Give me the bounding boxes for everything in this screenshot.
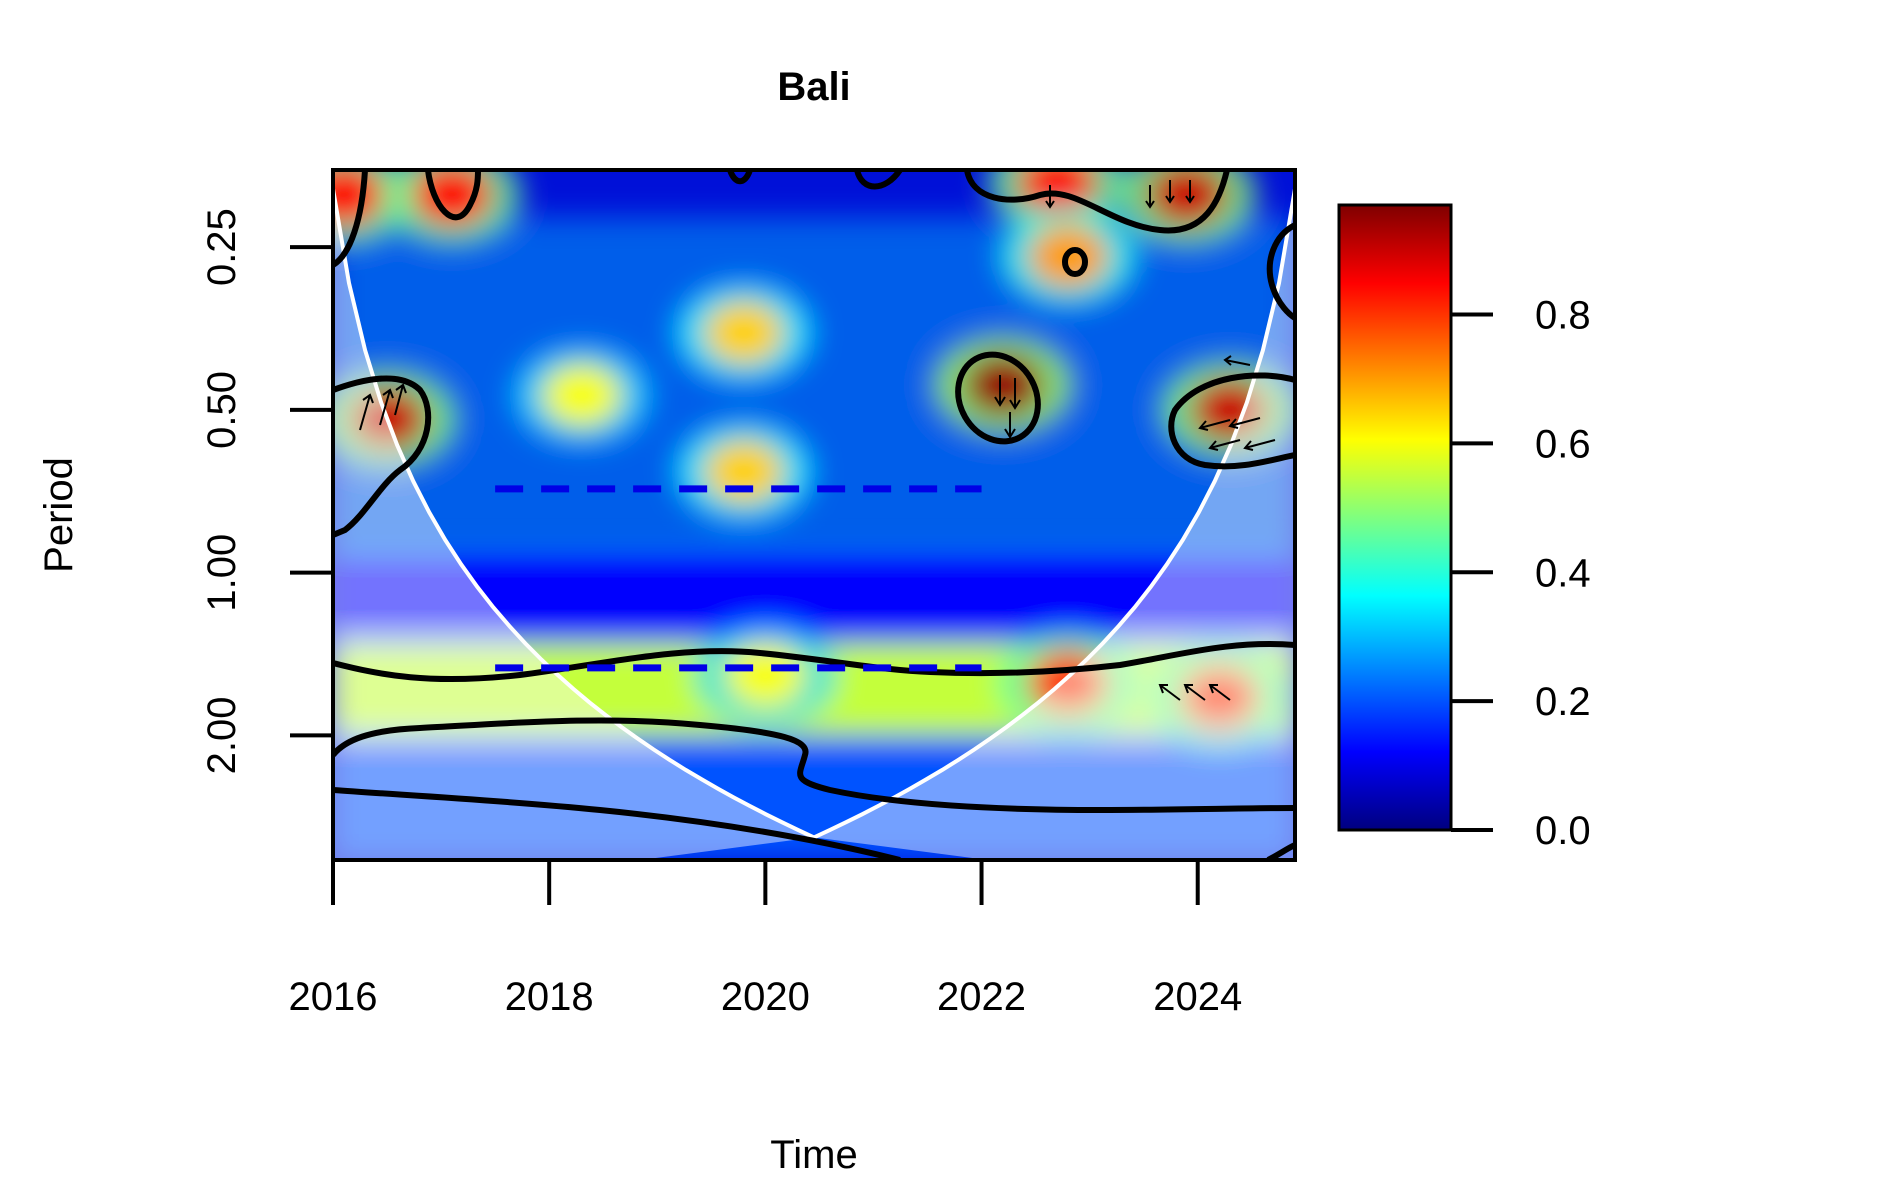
blob-2: [541, 363, 622, 428]
contour-band-low: [333, 787, 901, 860]
blob-12: [1179, 665, 1260, 730]
blob-3: [703, 300, 784, 365]
cone-of-influence-line: [333, 188, 1295, 840]
chart-title: Bali: [777, 65, 850, 109]
contour-top-2: [727, 170, 753, 185]
y-axis-label: Period: [37, 457, 81, 573]
contour-right-edge: [1266, 222, 1295, 321]
contour-2022: [955, 351, 1041, 445]
contour-small-2023: [1062, 247, 1088, 277]
colorbar-tick-label-3: 0.6: [1535, 422, 1591, 466]
colorbar-tick-label-1: 0.2: [1535, 680, 1591, 724]
x-tick-label-0: 2016: [289, 975, 378, 1019]
contour-left-05: [333, 375, 432, 538]
y-tick-label-3: 2.00: [200, 696, 244, 774]
colorbar-axis: 0.0 0.2 0.4 0.6 0.8: [1451, 294, 1591, 853]
colorbar-tick-label-0: 0.0: [1535, 809, 1591, 853]
y-tick-label-0: 0.25: [200, 208, 244, 286]
contour-band-top: [333, 641, 1295, 683]
x-tick-label-1: 2018: [505, 975, 594, 1019]
contour-left-top: [333, 170, 368, 268]
plot-area: [333, 170, 1295, 860]
contour-top-3: [854, 170, 903, 190]
colorbar: [1337, 203, 1453, 832]
colorbar-tick-label-4: 0.8: [1535, 294, 1591, 338]
y-axis: 0.25 0.50 1.00 2.00: [200, 208, 333, 774]
contour-band-mid: [333, 717, 1295, 814]
contour-right-05: [1168, 372, 1295, 470]
colorbar-tick-label-2: 0.4: [1535, 551, 1591, 595]
heatmap-blobs: [333, 170, 1295, 860]
x-axis-label: Time: [770, 1133, 857, 1177]
significance-contours: [333, 170, 1295, 860]
contour-top-right: [964, 170, 1230, 234]
y-tick-label-1: 0.50: [200, 371, 244, 449]
contour-top-1: [425, 170, 481, 221]
x-tick-label-4: 2024: [1153, 975, 1242, 1019]
band-dark: [333, 547, 1295, 644]
blob-layer: [333, 170, 1295, 860]
blob-10: [703, 439, 784, 504]
x-tick-label-2: 2020: [721, 975, 810, 1019]
blob-13: [725, 643, 806, 708]
blob-5: [1146, 170, 1227, 227]
y-tick-label-2: 1.00: [200, 534, 244, 612]
blob-0: [333, 170, 384, 227]
ridge-lines: [495, 485, 982, 672]
band-upper: [333, 217, 1295, 548]
x-tick-label-3: 2022: [937, 975, 1026, 1019]
x-axis: 2016 2018 2020 2022 2024: [289, 858, 1295, 1019]
phase-arrows: [359, 180, 1276, 701]
cone-of-influence-shading: [333, 170, 1295, 860]
